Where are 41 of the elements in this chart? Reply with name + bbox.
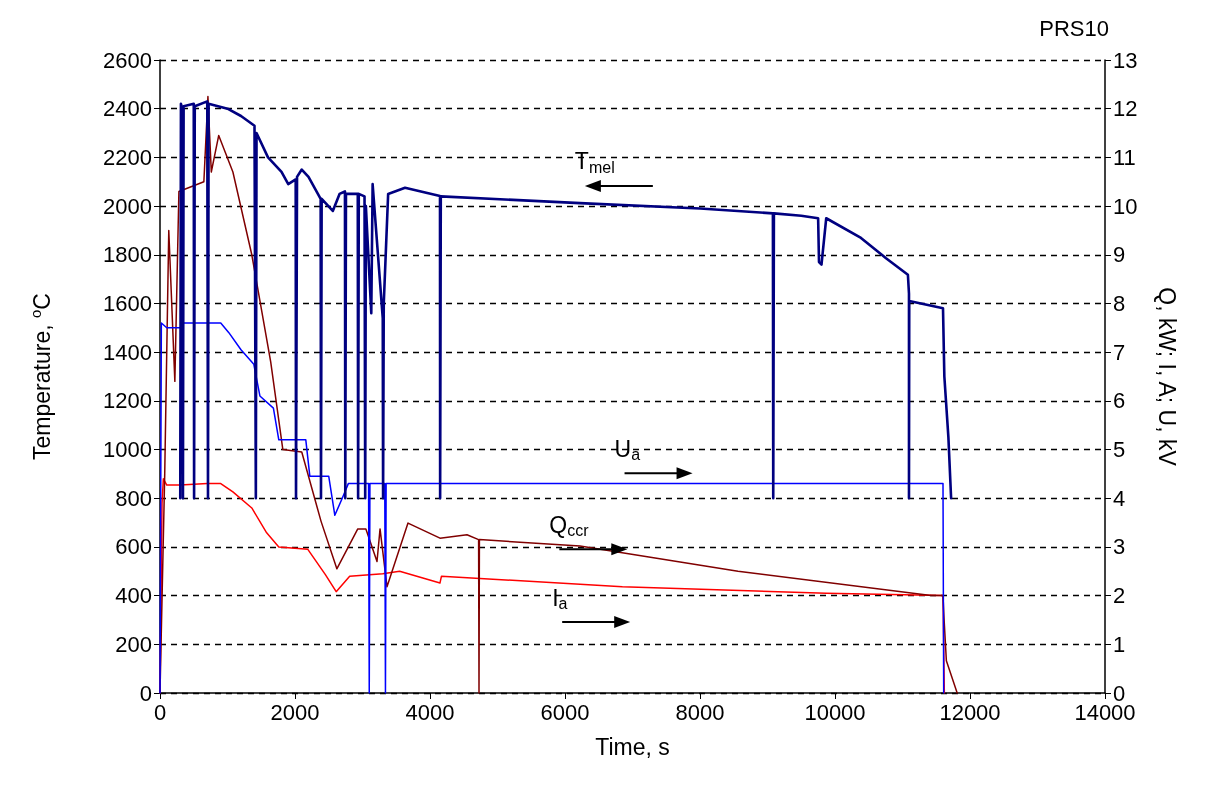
y2-tick-label: 13 [1113, 47, 1138, 73]
line-series [159, 322, 945, 694]
y2-tick-label: 3 [1113, 534, 1126, 560]
y2-tick-label: 6 [1113, 388, 1126, 414]
x-tick-label: 2000 [270, 699, 320, 725]
y-tick-label: 600 [115, 534, 152, 560]
y-tick-label: 400 [115, 583, 152, 609]
x-axis-title: Time, s [595, 733, 670, 760]
y-tick-label: 2600 [103, 47, 152, 73]
y-tick-label: 800 [115, 485, 152, 511]
y2-tick-label: 2 [1113, 583, 1126, 609]
x-tick-label: 4000 [405, 699, 455, 725]
x-tick-label: 12000 [939, 699, 1001, 725]
x-tick-label: 6000 [540, 699, 590, 725]
y2-tick-label: 10 [1113, 193, 1138, 219]
y2-tick-label: 11 [1113, 144, 1136, 170]
y-tick-label: 1600 [103, 290, 152, 316]
chart-title: PRS10 [1039, 15, 1110, 41]
line-series [178, 100, 953, 500]
y-tick-label: 1000 [103, 437, 152, 463]
y-tick-label: 0 [139, 680, 152, 706]
line-series [159, 95, 958, 694]
x-tick-label: 8000 [675, 699, 725, 725]
y2-tick-label: 5 [1113, 437, 1126, 463]
y2-tick-label: 8 [1113, 290, 1126, 316]
x-tick-label: 10000 [804, 699, 866, 725]
y2-tick-label: 1 [1113, 631, 1126, 657]
y2-tick-label: 0 [1113, 680, 1126, 706]
y-tick-label: 2200 [103, 144, 152, 170]
y2-tick-label: 7 [1113, 339, 1126, 365]
y2-tick-label: 9 [1113, 242, 1126, 268]
y-tick-label: 1400 [103, 339, 152, 365]
y2-axis-title: Q, kW; I, A; U, kV [1153, 287, 1180, 467]
y2-tick-label: 4 [1113, 485, 1126, 511]
y-tick-label: 1200 [103, 388, 152, 414]
y-tick-label: 2400 [103, 96, 152, 122]
y-axis-title: Temperature, oC [27, 293, 55, 460]
y-tick-label: 2000 [103, 193, 152, 219]
y2-tick-label: 12 [1113, 96, 1138, 122]
y-tick-label: 1800 [103, 242, 152, 268]
y-tick-label: 200 [115, 631, 152, 657]
